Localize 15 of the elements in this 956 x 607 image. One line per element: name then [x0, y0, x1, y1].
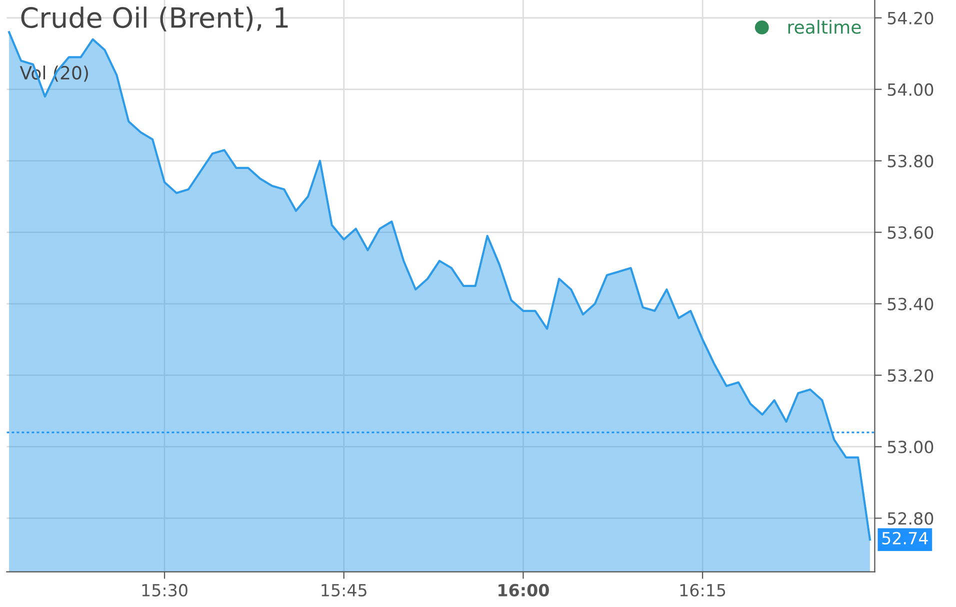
x-tick-label: 16:00	[498, 584, 549, 596]
y-tick-label: 53.40	[888, 298, 934, 310]
y-tick-label: 54.20	[888, 12, 934, 24]
annotation: realtime	[788, 20, 861, 34]
x-tick-label: 15:45	[322, 584, 366, 596]
y-tick-label: 53.20	[888, 369, 934, 382]
chart-title: Crude Oil (Brent), 1	[21, 6, 288, 32]
annotation: 52.74	[882, 532, 928, 544]
y-tick-label: 52.80	[888, 512, 934, 525]
y-tick-label: 53.60	[888, 226, 934, 239]
y-tick-label: 54.00	[888, 83, 934, 96]
x-tick-label: 15:30	[142, 584, 188, 596]
y-tick-label: 53.00	[888, 440, 934, 454]
x-tick-label: 16:15	[680, 584, 726, 596]
y-tick-label: 53.80	[888, 154, 934, 168]
